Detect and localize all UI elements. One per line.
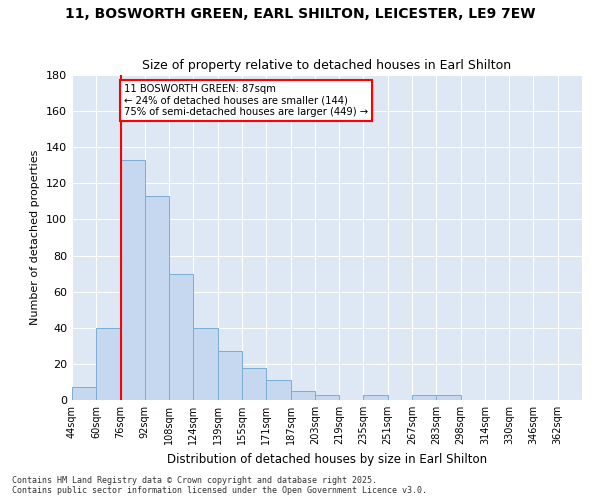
- Bar: [412, 394, 436, 400]
- Bar: [242, 368, 266, 400]
- Bar: [72, 388, 96, 400]
- Bar: [193, 328, 218, 400]
- X-axis label: Distribution of detached houses by size in Earl Shilton: Distribution of detached houses by size …: [167, 452, 487, 466]
- Bar: [121, 160, 145, 400]
- Bar: [290, 391, 315, 400]
- Bar: [364, 394, 388, 400]
- Text: Contains HM Land Registry data © Crown copyright and database right 2025.
Contai: Contains HM Land Registry data © Crown c…: [12, 476, 427, 495]
- Bar: [218, 351, 242, 400]
- Bar: [266, 380, 290, 400]
- Bar: [436, 394, 461, 400]
- Bar: [169, 274, 193, 400]
- Text: 11, BOSWORTH GREEN, EARL SHILTON, LEICESTER, LE9 7EW: 11, BOSWORTH GREEN, EARL SHILTON, LEICES…: [65, 8, 535, 22]
- Y-axis label: Number of detached properties: Number of detached properties: [31, 150, 40, 325]
- Text: 11 BOSWORTH GREEN: 87sqm
← 24% of detached houses are smaller (144)
75% of semi-: 11 BOSWORTH GREEN: 87sqm ← 24% of detach…: [124, 84, 368, 117]
- Title: Size of property relative to detached houses in Earl Shilton: Size of property relative to detached ho…: [142, 60, 512, 72]
- Bar: [315, 394, 339, 400]
- Bar: [145, 196, 169, 400]
- Bar: [96, 328, 121, 400]
